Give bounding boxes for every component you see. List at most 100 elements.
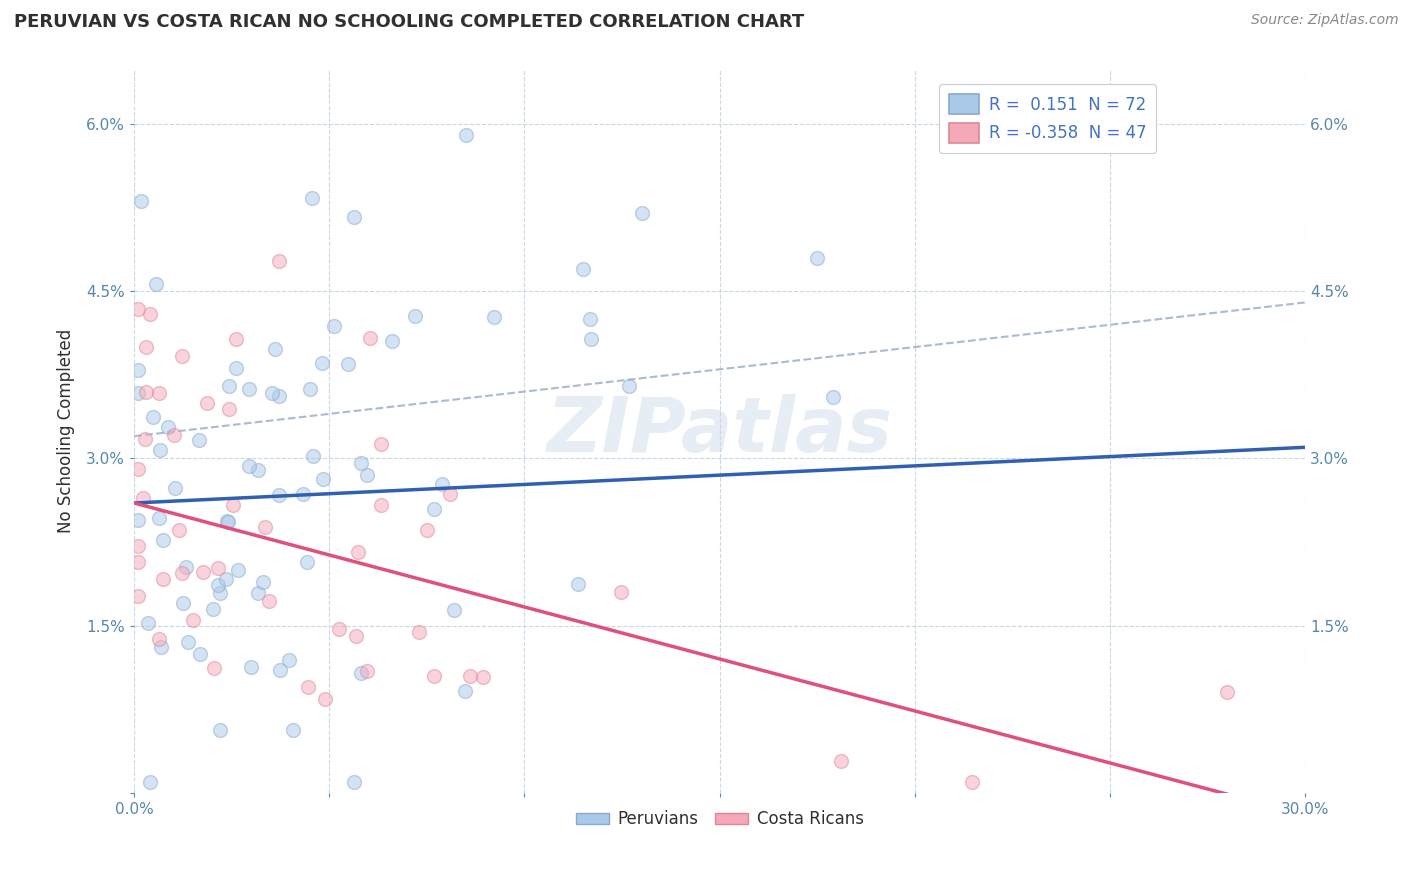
Point bbox=[298, 382, 321, 396]
Point bbox=[152, 572, 174, 586]
Point bbox=[347, 544, 370, 558]
Point bbox=[131, 194, 153, 209]
Legend: Peruvians, Costa Ricans: Peruvians, Costa Ricans bbox=[569, 804, 870, 835]
Point bbox=[610, 584, 633, 599]
Point bbox=[138, 774, 160, 789]
Point bbox=[260, 386, 283, 401]
Point bbox=[323, 319, 346, 334]
Point bbox=[145, 277, 167, 292]
Point bbox=[127, 555, 149, 569]
Point bbox=[1216, 685, 1239, 699]
Point bbox=[170, 566, 193, 580]
Point bbox=[344, 629, 367, 643]
Point bbox=[165, 481, 187, 495]
Point bbox=[191, 566, 214, 580]
Point bbox=[156, 419, 179, 434]
Point bbox=[225, 361, 247, 376]
Point bbox=[381, 334, 404, 348]
Point bbox=[295, 555, 318, 569]
Point bbox=[482, 310, 505, 324]
Point bbox=[149, 640, 172, 654]
Point bbox=[152, 533, 174, 548]
Point bbox=[202, 602, 225, 616]
Point bbox=[238, 459, 260, 474]
Point bbox=[439, 487, 461, 501]
Point bbox=[127, 386, 149, 401]
Point bbox=[267, 253, 290, 268]
Point bbox=[254, 520, 277, 534]
Point bbox=[343, 211, 366, 225]
Point bbox=[350, 666, 373, 681]
Point bbox=[579, 332, 602, 346]
Point bbox=[252, 574, 274, 589]
Point bbox=[136, 615, 159, 630]
Point bbox=[207, 578, 229, 592]
Point bbox=[350, 456, 373, 470]
Point bbox=[127, 462, 149, 476]
Point bbox=[432, 477, 454, 491]
Point bbox=[259, 593, 281, 607]
Point bbox=[830, 754, 852, 768]
Point bbox=[443, 603, 465, 617]
Text: Source: ZipAtlas.com: Source: ZipAtlas.com bbox=[1251, 13, 1399, 28]
Point bbox=[301, 191, 323, 205]
Point bbox=[343, 774, 366, 789]
Point bbox=[135, 340, 157, 354]
Point bbox=[404, 309, 426, 323]
Point bbox=[806, 251, 828, 265]
Point bbox=[209, 723, 232, 737]
Point bbox=[239, 660, 262, 674]
Point bbox=[960, 774, 983, 789]
Point bbox=[218, 379, 240, 393]
Point bbox=[218, 401, 240, 416]
Point bbox=[238, 382, 260, 396]
Point bbox=[336, 357, 359, 371]
Point bbox=[370, 498, 392, 512]
Point bbox=[139, 307, 162, 321]
Point bbox=[131, 491, 153, 505]
Point bbox=[226, 563, 249, 577]
Point bbox=[297, 680, 319, 694]
Point bbox=[127, 302, 149, 317]
Point bbox=[181, 613, 204, 627]
Point bbox=[167, 523, 190, 537]
Point bbox=[247, 463, 270, 477]
Point bbox=[127, 539, 149, 553]
Point bbox=[170, 349, 193, 363]
Point bbox=[127, 512, 149, 526]
Point bbox=[188, 647, 211, 661]
Point bbox=[215, 572, 238, 586]
Point bbox=[416, 523, 439, 537]
Point bbox=[454, 684, 477, 698]
Point bbox=[263, 342, 285, 356]
Point bbox=[163, 427, 186, 442]
Point bbox=[222, 498, 245, 512]
Point bbox=[281, 723, 304, 738]
Point bbox=[209, 586, 232, 600]
Point bbox=[187, 433, 209, 447]
Point bbox=[823, 390, 845, 404]
Point bbox=[135, 384, 157, 399]
Point bbox=[134, 432, 156, 446]
Point bbox=[408, 625, 430, 640]
Point bbox=[246, 585, 269, 599]
Point bbox=[312, 472, 335, 486]
Point bbox=[202, 661, 225, 675]
Point bbox=[572, 262, 595, 277]
Point bbox=[472, 670, 495, 684]
Point bbox=[174, 559, 197, 574]
Point bbox=[127, 589, 149, 603]
Point bbox=[142, 409, 165, 424]
Point bbox=[458, 669, 481, 683]
Point bbox=[292, 487, 315, 501]
Point bbox=[195, 396, 218, 410]
Point bbox=[277, 653, 299, 667]
Point bbox=[302, 449, 325, 463]
Point bbox=[314, 692, 336, 706]
Point bbox=[567, 577, 589, 591]
Point bbox=[617, 379, 640, 393]
Point bbox=[225, 332, 247, 346]
Point bbox=[217, 515, 239, 529]
Point bbox=[127, 363, 149, 377]
Point bbox=[148, 385, 170, 400]
